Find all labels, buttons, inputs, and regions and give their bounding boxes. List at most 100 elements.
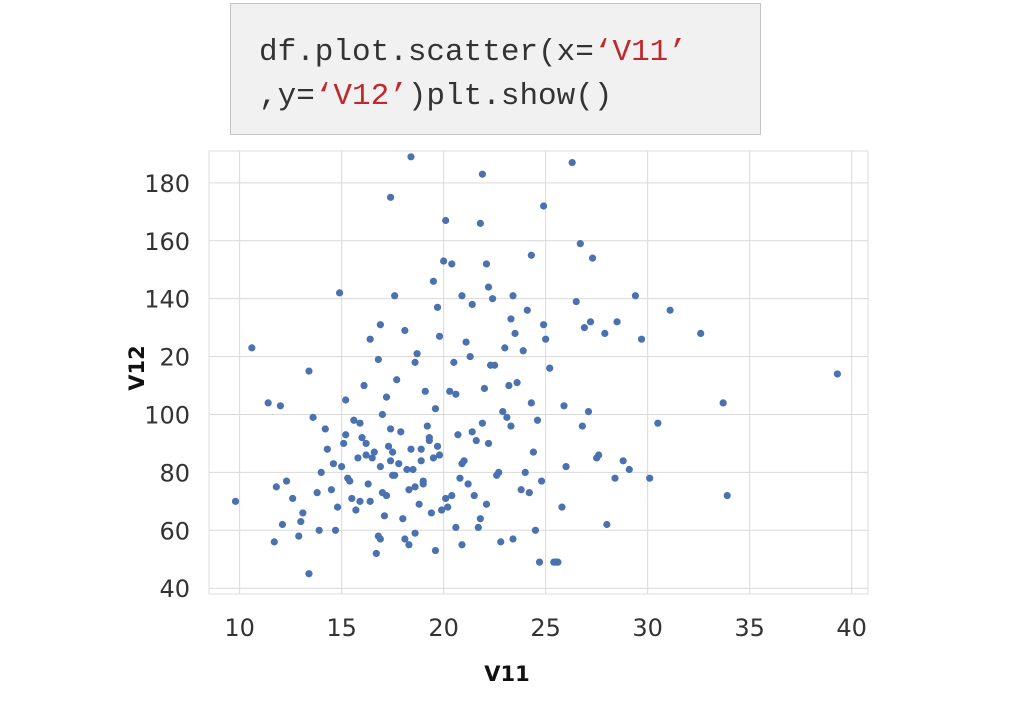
scatter-point — [386, 457, 395, 465]
y-tick-label: 60 — [159, 517, 190, 545]
scatter-point — [507, 422, 515, 430]
scatter-point — [562, 463, 570, 471]
scatter-point — [399, 515, 407, 523]
scatter-point — [540, 321, 548, 329]
scatter-point — [346, 477, 354, 485]
scatter-point — [342, 431, 350, 439]
scatter-point — [468, 300, 476, 309]
scatter-point — [407, 445, 415, 453]
scatter-point — [499, 407, 507, 416]
scatter-point — [448, 260, 456, 268]
scatter-point — [368, 454, 376, 462]
scatter-point — [350, 416, 358, 424]
scatter-point — [580, 324, 589, 332]
scatter-point — [507, 315, 515, 323]
scatter-point — [666, 306, 674, 314]
scatter-point — [466, 352, 474, 361]
scatter-point — [631, 292, 640, 300]
scatter-point — [401, 326, 409, 335]
scatter-point — [525, 489, 533, 497]
scatter-point — [354, 454, 362, 462]
scatter-point — [654, 419, 662, 427]
x-tick-label: 20 — [428, 614, 459, 642]
scatter-point — [378, 410, 387, 419]
scatter-point — [482, 500, 491, 508]
y-tick-label: 160 — [144, 228, 190, 256]
scatter-point — [625, 465, 633, 474]
scatter-point — [423, 422, 431, 430]
scatter-point — [537, 477, 546, 485]
scatter-point — [470, 491, 478, 500]
scatter-point — [411, 529, 419, 537]
scatter-point — [386, 425, 395, 433]
scatter-point — [558, 503, 566, 511]
scatter-point — [380, 512, 389, 520]
scatter-point — [309, 413, 317, 421]
scatter-point — [560, 402, 568, 410]
scatter-point — [442, 216, 450, 225]
scatter-point — [405, 486, 413, 494]
code-line2-suffix: )plt.show() — [407, 79, 613, 114]
grid — [209, 151, 868, 594]
scatter-point — [488, 295, 497, 303]
scatter-point — [603, 520, 611, 529]
scatter-point — [476, 515, 484, 523]
scatter-point — [458, 541, 466, 549]
scatter-point — [382, 393, 391, 401]
scatter-point — [305, 570, 313, 578]
plot-area — [208, 150, 869, 595]
scatter-point — [370, 448, 378, 456]
scatter-point — [299, 509, 307, 517]
scatter-point — [460, 457, 468, 465]
scatter-point — [372, 549, 380, 558]
scatter-point — [619, 457, 627, 465]
scatter-point — [366, 335, 374, 343]
scatter-point — [584, 407, 593, 416]
code-snippet: df.plot.scatter(x=‘V11’ ,y=‘V12’)plt.sho… — [230, 3, 761, 135]
y-tick-label: 140 — [144, 286, 190, 314]
scatter-point — [413, 350, 421, 358]
scatter-point — [313, 489, 321, 497]
scatter-point — [407, 153, 415, 161]
scatter-point — [360, 381, 368, 390]
scatter-point — [468, 428, 476, 436]
scatter-point — [513, 379, 521, 387]
scatter-point — [327, 486, 336, 494]
scatter-point — [409, 465, 417, 474]
scatter-point — [323, 445, 331, 453]
scatter-point — [419, 480, 427, 488]
scatter-point — [519, 347, 527, 355]
scatter-point — [276, 402, 285, 410]
scatter-point — [340, 439, 348, 448]
x-tick-label: 10 — [224, 614, 255, 642]
scatter-point — [270, 538, 278, 546]
scatter-point — [411, 483, 419, 491]
scatter-point — [444, 503, 452, 511]
scatter-point — [289, 494, 297, 503]
code-line1-prefix: df.plot.scatter(x= — [259, 35, 594, 70]
scatter-point — [833, 370, 841, 378]
scatter-point — [576, 240, 584, 248]
scatter-point — [509, 292, 517, 300]
scatter-point — [491, 361, 499, 369]
scatter-point — [278, 520, 287, 529]
x-tick-label: 40 — [836, 614, 867, 642]
scatter-point — [366, 497, 374, 505]
scatter-point — [305, 367, 313, 375]
scatter-point — [484, 283, 493, 291]
scatter-point — [358, 434, 366, 442]
scatter-point — [362, 451, 370, 459]
scatter-point — [446, 387, 454, 395]
scatter-point — [554, 558, 562, 566]
scatter-point — [374, 355, 382, 364]
scatter-point — [433, 303, 442, 311]
scatter-point — [521, 468, 529, 476]
y-axis-label: V12 — [125, 345, 149, 390]
scatter-point — [484, 439, 493, 448]
scatter-point — [272, 483, 280, 491]
scatter-point — [431, 405, 440, 413]
scatter-point — [719, 399, 727, 407]
scatter-point — [411, 358, 419, 366]
scatter-point — [595, 451, 603, 459]
scatter-point — [433, 442, 442, 450]
